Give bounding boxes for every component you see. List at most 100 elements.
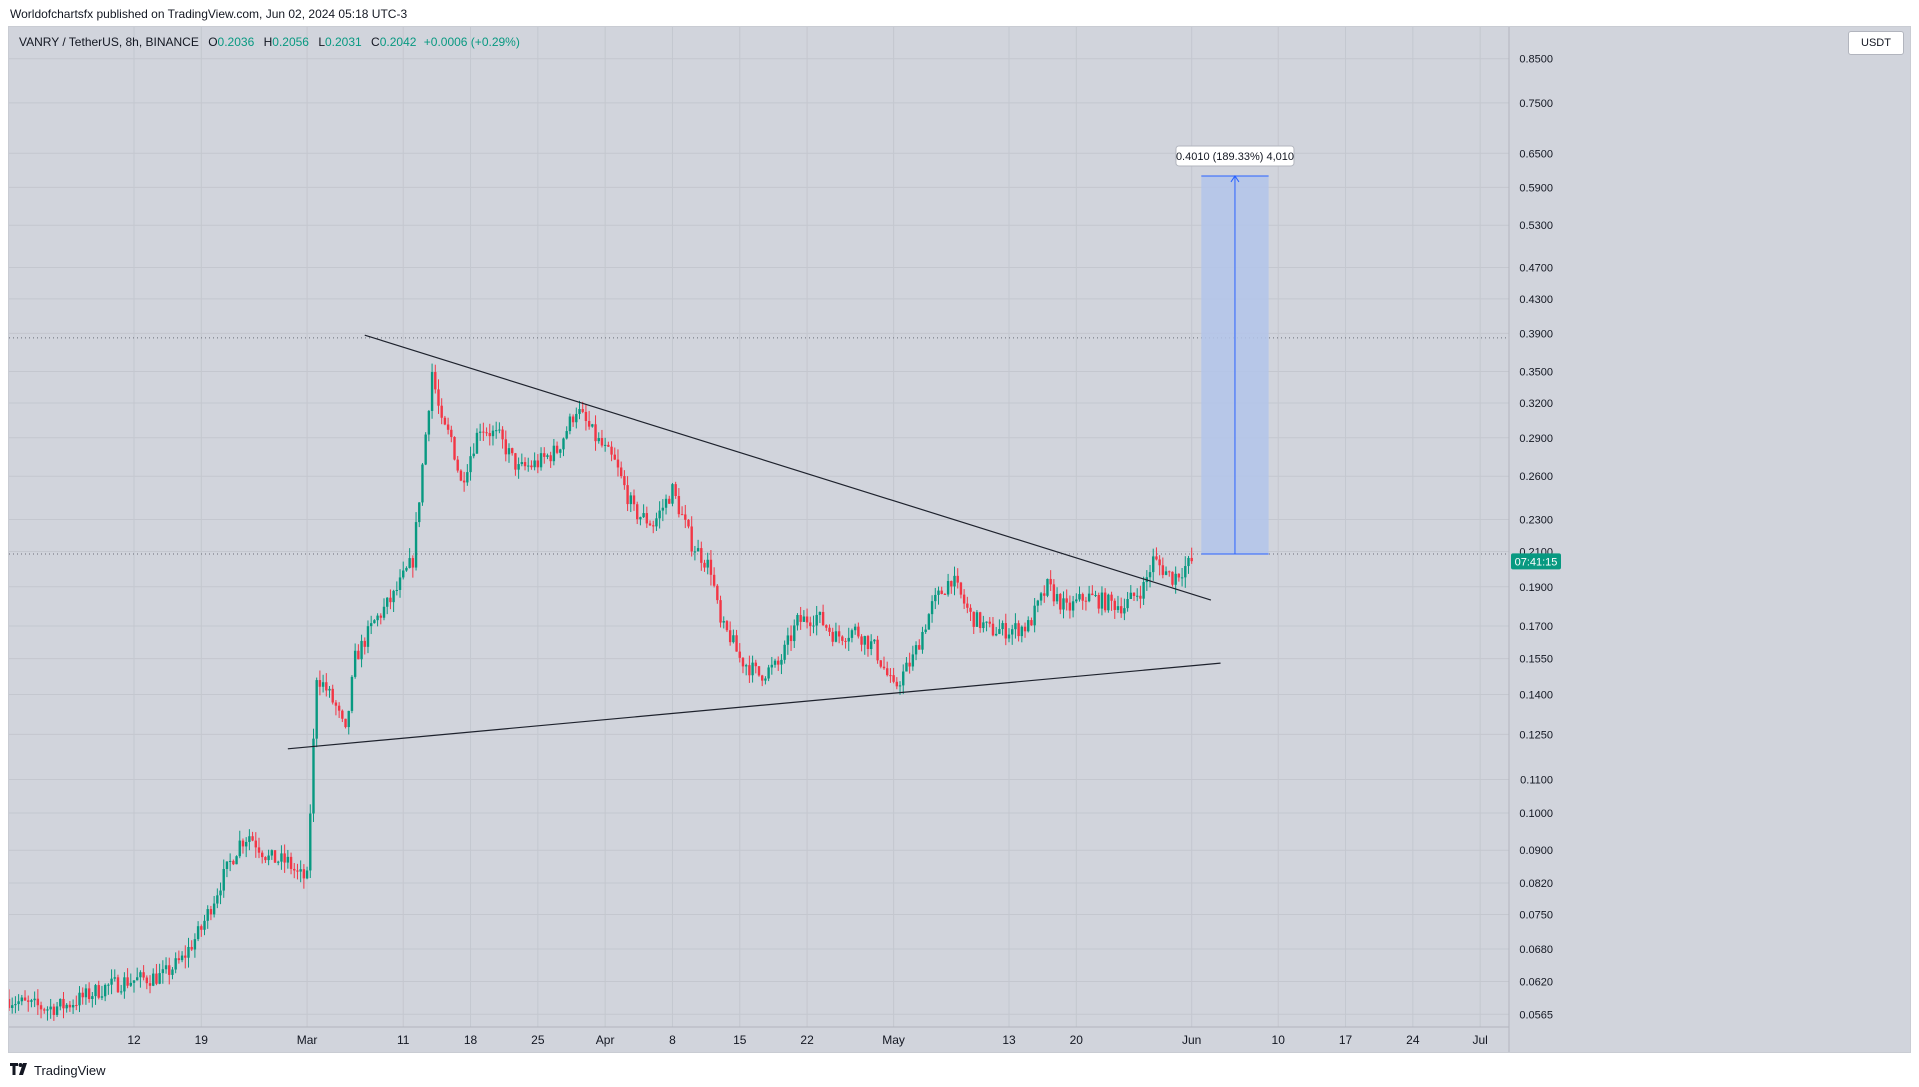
candle-body xyxy=(94,985,97,997)
candle-body xyxy=(437,389,440,406)
price-tick-label: 0.7500 xyxy=(1519,98,1553,110)
projection-label-text: 0.4010 (189.33%) 4,010 xyxy=(1176,151,1294,163)
price-tick-label: 0.4700 xyxy=(1519,263,1553,275)
candle-body xyxy=(985,621,988,623)
candle-body xyxy=(777,660,780,665)
candle-body xyxy=(1119,606,1123,614)
tradingview-brand[interactable]: TradingView xyxy=(34,1062,106,1078)
price-tick-label: 0.3900 xyxy=(1519,328,1553,340)
candle-body xyxy=(1161,565,1165,575)
currency-button[interactable]: USDT xyxy=(1848,31,1904,55)
chart-frame[interactable]: 0.4010 (189.33%) 4,010 0.8500 0.7500 0.6500… xyxy=(8,26,1911,1053)
candle-body xyxy=(196,926,200,940)
tradingview-logo-icon[interactable] xyxy=(10,1062,30,1078)
candle-body xyxy=(267,855,270,861)
candle-body xyxy=(296,870,299,872)
close-label: C xyxy=(371,35,380,49)
candle-body xyxy=(148,983,152,986)
candle-body xyxy=(161,969,165,974)
candle-body xyxy=(129,982,132,986)
candle-body xyxy=(1030,620,1033,626)
candle-body xyxy=(180,955,184,961)
price-chart[interactable]: 0.4010 (189.33%) 4,010 0.8500 0.7500 0.6500… xyxy=(9,27,1910,1052)
candle-body xyxy=(969,607,972,612)
candle-body xyxy=(30,1000,33,1002)
time-tick-label: May xyxy=(882,1033,905,1047)
candle-body xyxy=(809,622,812,627)
time-tick-label: 20 xyxy=(1070,1033,1084,1047)
price-tick-label: 0.1700 xyxy=(1519,621,1553,633)
candle-body xyxy=(546,455,549,457)
candle-body xyxy=(1164,571,1168,575)
candle-body xyxy=(1078,594,1081,600)
candle-body xyxy=(1004,623,1007,639)
candle-body xyxy=(193,939,197,950)
time-tick-label: 19 xyxy=(195,1033,209,1047)
projection-label-box xyxy=(1175,145,1295,167)
candle-body xyxy=(62,998,65,1009)
candle-body xyxy=(331,688,334,703)
candle-body xyxy=(636,504,639,520)
candle-body xyxy=(1068,602,1072,611)
candle-body xyxy=(168,965,171,975)
candle-body xyxy=(719,600,722,623)
time-tick-label: 10 xyxy=(1272,1033,1286,1047)
candle-body xyxy=(645,513,649,524)
candle-body xyxy=(43,1009,46,1011)
candle-body xyxy=(1158,559,1161,566)
candle-body xyxy=(623,476,626,486)
candle-body xyxy=(821,611,825,626)
candle-body xyxy=(988,621,991,624)
candle-body xyxy=(738,651,741,658)
candle-body xyxy=(831,631,834,642)
candle-body xyxy=(866,636,870,650)
candle-body xyxy=(488,433,491,437)
candle-body xyxy=(155,973,158,984)
candle-body xyxy=(283,853,286,863)
candle-body xyxy=(251,836,254,841)
candle-body xyxy=(171,969,174,975)
candle-body xyxy=(709,559,713,575)
candle-body xyxy=(613,454,616,460)
candle-body xyxy=(587,421,591,427)
candle-body xyxy=(876,639,879,661)
candle-body xyxy=(530,465,533,468)
candle-body xyxy=(886,668,889,676)
candle-body xyxy=(485,432,488,434)
candle-body xyxy=(318,680,322,687)
candle-body xyxy=(889,675,892,677)
candle-body xyxy=(664,498,668,508)
candle-body xyxy=(337,705,341,711)
candle-body xyxy=(668,498,671,504)
price-tick-label: 0.3500 xyxy=(1519,366,1553,378)
candle-body xyxy=(136,977,139,981)
candle-body xyxy=(110,978,113,985)
candle-body xyxy=(815,614,818,626)
candle-body xyxy=(914,645,918,655)
candle-body xyxy=(783,644,786,660)
candle-body xyxy=(52,1006,56,1015)
candle-body xyxy=(187,946,190,958)
time-tick-label: 22 xyxy=(800,1033,814,1047)
candle-body xyxy=(789,635,793,642)
time-tick-label: 17 xyxy=(1339,1033,1353,1047)
candle-body xyxy=(1152,556,1155,573)
candle-body xyxy=(626,485,629,505)
candle-body xyxy=(434,372,437,390)
candle-body xyxy=(722,621,725,623)
time-tick-label: 25 xyxy=(531,1033,545,1047)
candle-body xyxy=(571,416,575,423)
symbol-label[interactable]: VANRY / TetherUS, 8h, BINANCE xyxy=(19,35,199,49)
price-tick-label: 0.3200 xyxy=(1519,398,1553,410)
candle-body xyxy=(844,640,847,642)
candle-body xyxy=(1039,593,1043,601)
candle-body xyxy=(254,840,257,848)
candle-body xyxy=(677,496,681,515)
candle-body xyxy=(462,480,466,483)
candle-body xyxy=(321,682,325,687)
candle-body xyxy=(632,495,636,505)
candle-body xyxy=(1036,600,1040,606)
price-axis: 0.8500 0.7500 0.6500 0.5900 0.5300 0.4700 0.43… xyxy=(1519,54,1553,1022)
candle-body xyxy=(36,998,40,1006)
candle-body xyxy=(363,640,366,647)
